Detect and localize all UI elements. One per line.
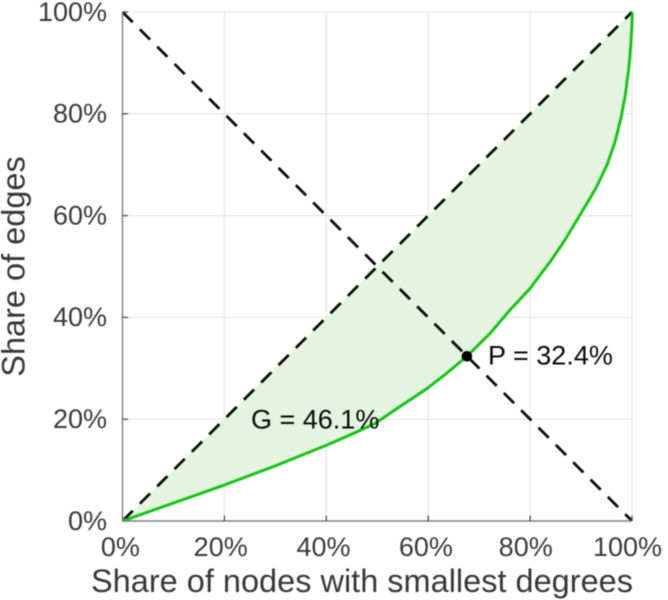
svg-text:P = 32.4%: P = 32.4% (488, 341, 613, 371)
svg-text:80%: 80% (53, 99, 107, 129)
svg-text:Share of edges: Share of edges (0, 156, 32, 376)
svg-text:100%: 100% (38, 0, 107, 27)
svg-text:60%: 60% (53, 200, 107, 230)
svg-text:80%: 80% (499, 532, 553, 562)
svg-text:100%: 100% (593, 532, 662, 562)
svg-text:40%: 40% (296, 532, 350, 562)
svg-text:20%: 20% (194, 532, 248, 562)
svg-text:0%: 0% (68, 506, 107, 536)
svg-text:0%: 0% (101, 532, 140, 562)
svg-text:20%: 20% (53, 404, 107, 434)
svg-text:60%: 60% (399, 532, 453, 562)
svg-text:Share of nodes with smallest d: Share of nodes with smallest degrees (91, 563, 633, 599)
svg-text:40%: 40% (53, 302, 107, 332)
svg-text:G = 46.1%: G = 46.1% (251, 404, 379, 434)
